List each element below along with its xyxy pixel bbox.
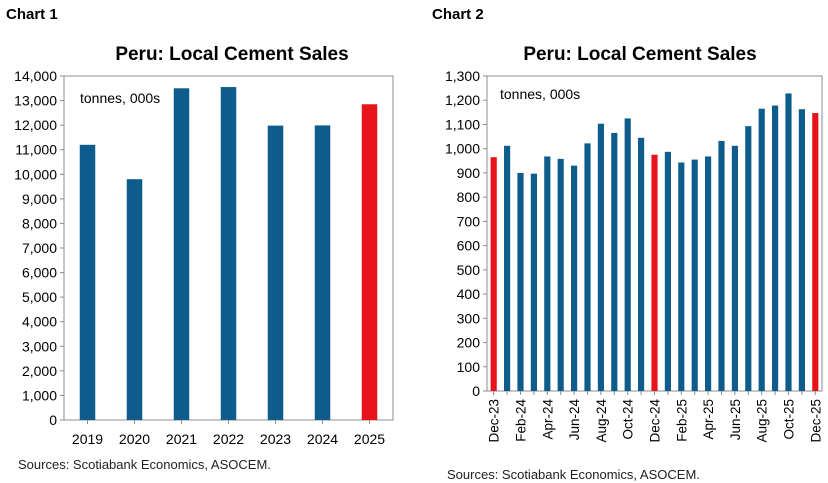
chart1-bar-2024 (314, 125, 331, 420)
chart2-x-tick-label: Feb-25 (674, 399, 689, 442)
chart2-x-tick-label: Oct-25 (782, 399, 797, 440)
chart2-bar-Jun-24 (571, 165, 578, 391)
chart1-y-tick-label: 0 (49, 412, 57, 428)
chart1-bar-2019 (79, 144, 96, 421)
chart1-title: Peru: Local Cement Sales (115, 44, 349, 65)
chart2-y-tick-label: 700 (457, 213, 481, 229)
chart2-bar-Sep-24 (611, 132, 618, 391)
chart1-y-tick-label: 9,000 (22, 191, 57, 207)
chart2-y-tick-label: 1,300 (445, 68, 480, 84)
chart2-y-tick-label: 400 (457, 286, 481, 302)
chart2-bar-Apr-25 (705, 156, 712, 391)
chart1-x-tick-label: 2022 (213, 431, 244, 447)
chart2-bar-Nov-24 (638, 137, 645, 391)
chart2-bar-Jan-24 (504, 145, 511, 391)
chart2-x-tick-label: Dec-24 (648, 399, 663, 443)
chart2-bar-May-25 (718, 140, 725, 391)
chart2-x-tick-label: Dec-25 (808, 399, 823, 443)
chart1-y-tick-label: 14,000 (14, 68, 57, 84)
chart1-bar-2020 (126, 179, 143, 420)
chart2-bar-Nov-25 (798, 109, 805, 391)
chart2-bar-Mar-25 (691, 159, 698, 391)
chart2-bar-Mar-24 (530, 173, 537, 391)
chart1-x-tick-label: 2019 (72, 431, 103, 447)
chart1-y-tick-label: 3,000 (22, 338, 57, 354)
chart1-panel-label: Chart 1 (6, 6, 58, 23)
chart1-y-tick-label: 12,000 (14, 117, 57, 133)
chart2-bar-Oct-24 (624, 118, 631, 392)
chart1-y-tick-label: 2,000 (22, 363, 57, 379)
chart2-bar-May-24 (557, 158, 564, 391)
chart2-y-tick-label: 800 (457, 189, 481, 205)
chart2-bar-Jun-25 (731, 145, 738, 391)
chart2-bar-Jul-24 (584, 143, 591, 391)
chart1-y-tick-label: 13,000 (14, 93, 57, 109)
chart2-y-tick-label: 900 (457, 165, 481, 181)
chart2-y-tick-label: 600 (457, 238, 481, 254)
chart2-x-tick-label: Jun-24 (567, 399, 582, 441)
chart1-bar-2025 (361, 104, 378, 420)
chart1-source: Sources: Scotiabank Economics, ASOCEM. (18, 457, 271, 472)
chart2-bar-Sep-25 (772, 105, 779, 391)
chart1-x-tick-label: 2025 (354, 431, 385, 447)
chart2-bar-Aug-24 (597, 123, 604, 391)
chart2-y-tick-label: 500 (457, 262, 481, 278)
chart2-bar-Oct-25 (785, 93, 792, 391)
chart1-units-annotation: tonnes, 000s (80, 90, 160, 106)
chart2-source: Sources: Scotiabank Economics, ASOCEM. (447, 467, 700, 482)
chart1-bar-2023 (267, 125, 284, 420)
chart1-bar-2022 (220, 87, 237, 420)
chart2-title: Peru: Local Cement Sales (523, 44, 757, 65)
chart2-x-tick-label: Apr-25 (701, 399, 716, 440)
chart1-bar-2021 (173, 88, 190, 420)
chart2-y-tick-label: 1,000 (445, 141, 480, 157)
chart2-bar-Feb-24 (517, 172, 524, 391)
chart2-bar-Dec-24 (651, 154, 658, 391)
chart1-y-tick-label: 10,000 (14, 166, 57, 182)
chart1-y-tick-label: 8,000 (22, 215, 57, 231)
chart2-bar-Apr-24 (544, 156, 551, 391)
chart2-bar-Dec-25 (812, 113, 819, 391)
chart2-x-tick-label: Aug-25 (755, 399, 770, 443)
chart1-x-tick-label: 2021 (166, 431, 197, 447)
chart2-y-tick-label: 200 (457, 335, 481, 351)
chart2-y-tick-label: 1,100 (445, 116, 480, 132)
chart2-x-tick-label: Apr-24 (540, 399, 555, 440)
chart2-y-tick-label: 300 (457, 310, 481, 326)
chart1-y-tick-label: 4,000 (22, 314, 57, 330)
chart1-y-tick-label: 5,000 (22, 289, 57, 305)
chart2-x-tick-label: Aug-24 (594, 399, 609, 443)
chart2-x-tick-label: Feb-24 (514, 399, 529, 442)
chart2-y-tick-label: 100 (457, 359, 481, 375)
chart2-bar-Dec-23 (490, 157, 497, 391)
chart1-x-tick-label: 2023 (260, 431, 291, 447)
chart2-y-tick-label: 0 (472, 383, 480, 399)
chart2-bar-Aug-25 (758, 108, 765, 392)
chart2-x-tick-label: Dec-23 (487, 399, 502, 443)
chart1-y-tick-label: 11,000 (15, 142, 57, 158)
chart1-y-tick-label: 7,000 (22, 240, 57, 256)
chart2-bar-Jul-25 (745, 126, 752, 391)
chart2-units-annotation: tonnes, 000s (500, 86, 580, 102)
chart2-bar-Jan-25 (664, 151, 671, 391)
chart2-y-tick-label: 1,200 (445, 92, 480, 108)
chart1-y-tick-label: 1,000 (22, 387, 57, 403)
chart1-x-tick-label: 2024 (307, 431, 338, 447)
chart2-x-tick-label: Oct-24 (621, 399, 636, 440)
chart1-y-tick-label: 6,000 (22, 265, 57, 281)
chart2-x-tick-label: Jun-25 (728, 399, 743, 440)
chart2-panel-label: Chart 2 (432, 6, 484, 23)
chart2-bar-Feb-25 (678, 162, 685, 391)
chart1-x-tick-label: 2020 (119, 431, 150, 447)
